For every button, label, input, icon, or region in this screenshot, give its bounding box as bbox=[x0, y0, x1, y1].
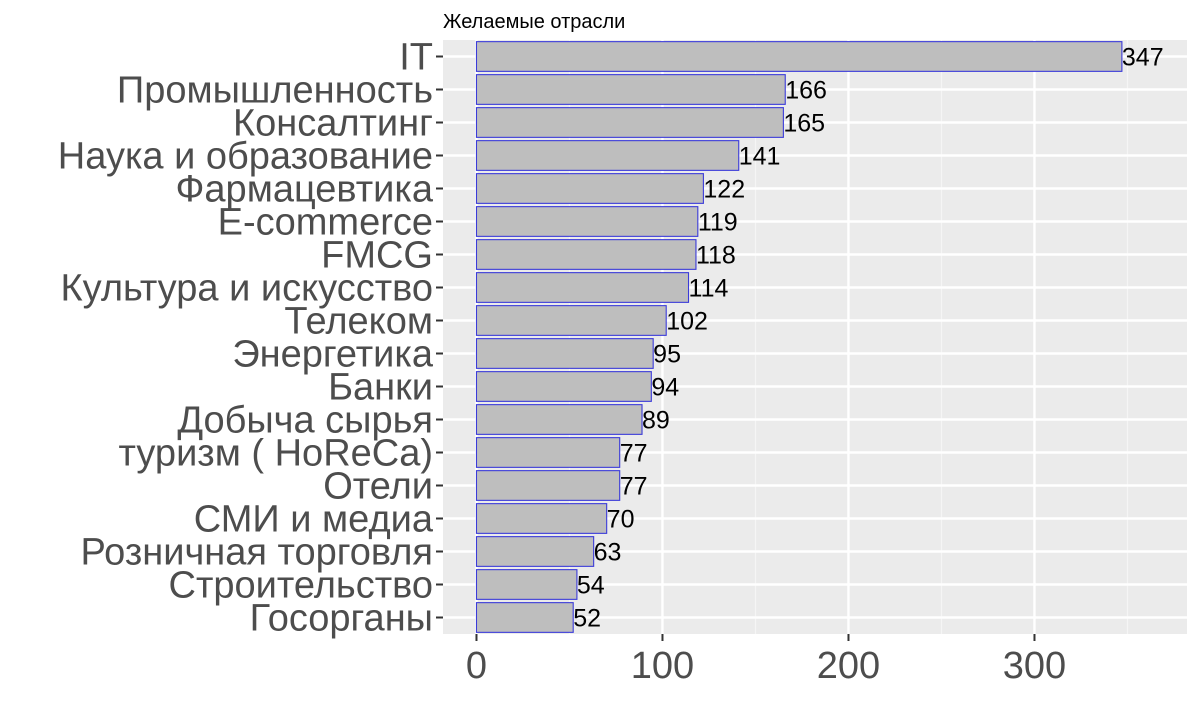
bar bbox=[475, 437, 621, 468]
bar-value-label: 122 bbox=[703, 176, 745, 204]
category-label: E-commerce bbox=[218, 202, 433, 244]
plot-panel bbox=[443, 40, 1187, 634]
category-label: Фармацевтика bbox=[176, 169, 434, 211]
bar-value-label: 52 bbox=[573, 605, 601, 633]
bar-value-label: 54 bbox=[577, 572, 605, 600]
bar bbox=[475, 602, 574, 633]
category-label: Телеком bbox=[284, 301, 433, 343]
category-label: FMCG bbox=[321, 235, 433, 277]
category-label: Банки bbox=[328, 367, 433, 409]
category-label: туризм ( HoReCa) bbox=[119, 433, 433, 475]
x-tick-label: 300 bbox=[1003, 645, 1066, 687]
bar-value-label: 70 bbox=[607, 506, 635, 534]
category-label: Наука и образование bbox=[58, 136, 433, 178]
bar bbox=[475, 206, 699, 237]
bar-value-label: 95 bbox=[653, 341, 681, 369]
bar bbox=[475, 239, 697, 270]
x-tick-label: 0 bbox=[466, 645, 487, 687]
bar bbox=[475, 305, 667, 336]
bar-value-label: 94 bbox=[651, 374, 679, 402]
bar-value-label: 77 bbox=[620, 440, 648, 468]
x-tick-label: 100 bbox=[631, 645, 694, 687]
bar bbox=[475, 41, 1123, 72]
category-label: Энергетика bbox=[232, 334, 434, 376]
bar bbox=[475, 569, 578, 600]
category-label: Культура и искусство bbox=[61, 268, 433, 310]
bar-value-label: 119 bbox=[698, 209, 738, 237]
category-label: Розничная торговля bbox=[80, 532, 433, 574]
bar-value-label: 114 bbox=[689, 275, 729, 303]
bar bbox=[475, 74, 786, 105]
category-label: Строительство bbox=[169, 565, 433, 607]
x-tick-label: 200 bbox=[817, 645, 880, 687]
bar bbox=[475, 503, 608, 534]
category-label: СМИ и медиа bbox=[194, 499, 434, 541]
bar bbox=[475, 173, 704, 204]
bar-value-label: 89 bbox=[642, 407, 670, 435]
bar-value-label: 118 bbox=[696, 242, 736, 270]
category-label: IT bbox=[399, 37, 433, 79]
category-label: Консалтинг bbox=[233, 103, 433, 145]
bar-value-label: 63 bbox=[594, 539, 622, 567]
bar-value-label: 141 bbox=[739, 143, 781, 171]
x-axis: 0 100 200 300 bbox=[466, 634, 1066, 687]
bar bbox=[475, 272, 690, 303]
bar-value-label: 165 bbox=[783, 110, 825, 138]
bar bbox=[475, 536, 595, 567]
bars-group bbox=[475, 41, 1123, 633]
category-label: Отели bbox=[323, 466, 433, 508]
bar bbox=[475, 338, 654, 369]
category-label: Добыча сырья bbox=[177, 400, 433, 442]
bar bbox=[475, 470, 621, 501]
bar bbox=[475, 371, 652, 402]
category-label: Госорганы bbox=[250, 598, 433, 640]
bar-value-label: 166 bbox=[785, 77, 827, 105]
bar bbox=[475, 140, 740, 171]
bar bbox=[475, 404, 643, 435]
bar-value-label: 102 bbox=[666, 308, 708, 336]
minor-gridlines bbox=[568, 40, 1129, 634]
bar-value-label: 347 bbox=[1122, 44, 1164, 72]
category-label: Промышленность bbox=[117, 70, 433, 112]
chart-title: Желаемые отрасли bbox=[443, 11, 625, 33]
bar bbox=[475, 107, 784, 138]
bar-value-label: 77 bbox=[620, 473, 648, 501]
